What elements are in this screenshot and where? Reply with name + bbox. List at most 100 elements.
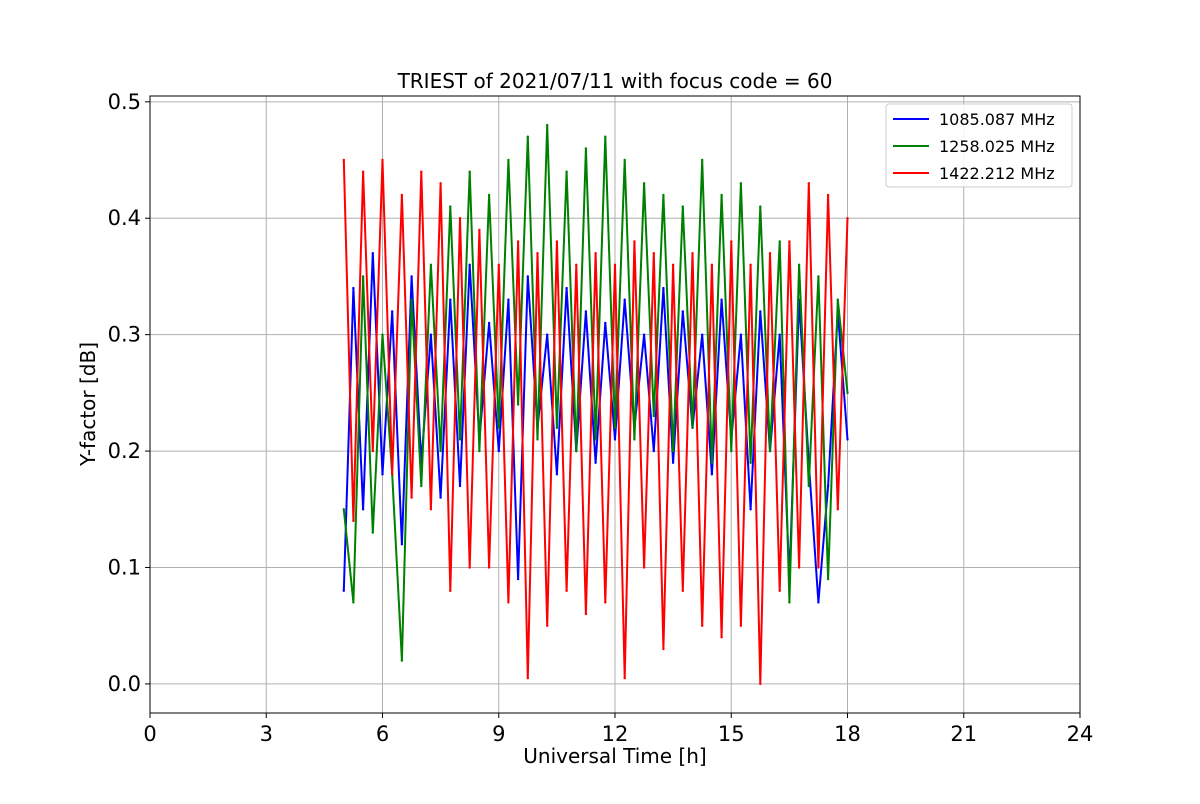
data-point-series-1 — [429, 333, 433, 336]
data-point-series-3 — [691, 252, 694, 255]
x-tick-label: 24 — [1067, 722, 1094, 746]
x-tick-label: 21 — [950, 722, 977, 746]
data-point-series-3 — [778, 589, 781, 592]
data-point-series-2 — [730, 449, 733, 453]
data-point-series-1 — [662, 286, 665, 290]
data-point-series-3 — [478, 228, 481, 232]
data-point-series-3 — [633, 240, 636, 243]
data-point-series-1 — [439, 496, 442, 499]
data-point-series-1 — [487, 321, 491, 325]
data-point-series-2 — [768, 449, 772, 453]
data-point-series-2 — [555, 426, 559, 429]
data-point-series-1 — [546, 333, 549, 336]
data-point-series-3 — [710, 263, 714, 266]
y-tick-label: 0.5 — [108, 90, 141, 114]
data-point-series-2 — [623, 158, 626, 162]
data-point-series-3 — [516, 240, 520, 243]
legend-label: 1422.212 MHz — [939, 164, 1055, 183]
legend-label: 1085.087 MHz — [939, 110, 1055, 129]
data-point-series-3 — [720, 636, 723, 639]
data-point-series-2 — [613, 426, 617, 429]
data-point-series-1 — [594, 461, 597, 464]
data-point-series-2 — [826, 577, 830, 581]
data-point-series-1 — [352, 286, 355, 290]
data-point-series-1 — [381, 473, 384, 476]
data-point-series-1 — [371, 252, 374, 255]
data-point-series-2 — [381, 333, 384, 336]
data-point-series-3 — [565, 589, 568, 592]
data-point-series-2 — [797, 263, 801, 266]
data-point-series-1 — [516, 577, 520, 581]
data-point-series-2 — [720, 193, 723, 197]
data-point-series-2 — [342, 508, 345, 511]
data-point-series-1 — [497, 449, 500, 453]
data-point-series-3 — [507, 601, 510, 604]
data-point-series-3 — [613, 263, 617, 266]
data-point-series-2 — [526, 135, 529, 138]
data-point-series-2 — [846, 391, 849, 395]
data-point-series-2 — [739, 182, 743, 185]
data-point-series-2 — [352, 601, 355, 604]
data-point-series-3 — [429, 508, 433, 511]
data-point-series-2 — [710, 461, 714, 464]
y-tick-label: 0.3 — [108, 323, 141, 347]
data-point-series-1 — [400, 543, 404, 546]
data-point-series-2 — [516, 403, 520, 406]
data-point-series-3 — [381, 158, 384, 162]
data-point-series-3 — [623, 676, 626, 680]
data-point-series-2 — [594, 438, 597, 441]
data-point-series-3 — [817, 566, 820, 569]
y-tick-label: 0.1 — [108, 555, 141, 579]
data-point-series-1 — [507, 298, 510, 301]
data-point-series-3 — [846, 217, 849, 220]
data-point-series-3 — [594, 252, 597, 255]
data-point-series-3 — [536, 252, 539, 255]
data-point-series-2 — [565, 170, 568, 173]
data-point-series-1 — [361, 508, 365, 511]
data-point-series-1 — [681, 310, 684, 313]
data-point-series-3 — [681, 589, 684, 592]
data-point-series-3 — [652, 252, 655, 255]
data-point-series-3 — [361, 170, 365, 173]
data-point-series-1 — [710, 473, 714, 476]
data-point-series-3 — [468, 566, 471, 569]
data-point-series-1 — [458, 484, 462, 488]
x-tick-label: 6 — [376, 722, 389, 746]
data-point-series-3 — [768, 252, 772, 255]
data-point-series-3 — [449, 589, 452, 592]
data-point-series-1 — [410, 275, 413, 278]
data-point-series-1 — [749, 508, 752, 511]
data-point-series-3 — [584, 612, 588, 616]
data-point-series-3 — [797, 566, 801, 569]
data-point-series-3 — [759, 682, 762, 686]
data-point-series-2 — [439, 449, 442, 453]
data-point-series-3 — [662, 647, 665, 651]
data-point-series-2 — [749, 461, 752, 464]
data-point-series-3 — [546, 624, 549, 627]
data-point-series-1 — [555, 473, 559, 476]
data-point-series-2 — [546, 123, 549, 127]
data-point-series-2 — [671, 449, 675, 453]
data-point-series-3 — [807, 182, 810, 185]
data-point-series-2 — [778, 240, 781, 243]
legend-box — [885, 103, 1073, 188]
x-tick-label: 3 — [260, 722, 273, 746]
data-point-series-1 — [720, 298, 723, 301]
data-point-series-1 — [584, 310, 588, 313]
data-point-series-3 — [604, 601, 607, 604]
data-point-series-3 — [342, 158, 345, 162]
data-point-series-3 — [391, 473, 394, 476]
data-point-series-2 — [458, 438, 462, 441]
data-point-series-3 — [420, 170, 423, 173]
data-point-series-1 — [826, 484, 830, 488]
data-point-series-2 — [807, 484, 810, 488]
data-point-series-1 — [342, 589, 345, 592]
data-point-series-3 — [749, 263, 752, 266]
data-point-series-2 — [788, 601, 791, 604]
y-axis-label: Y-factor [dB] — [76, 342, 100, 467]
data-point-series-1 — [565, 286, 568, 290]
data-point-series-3 — [487, 566, 491, 569]
data-point-series-3 — [671, 263, 675, 266]
x-tick-label: 12 — [602, 722, 629, 746]
